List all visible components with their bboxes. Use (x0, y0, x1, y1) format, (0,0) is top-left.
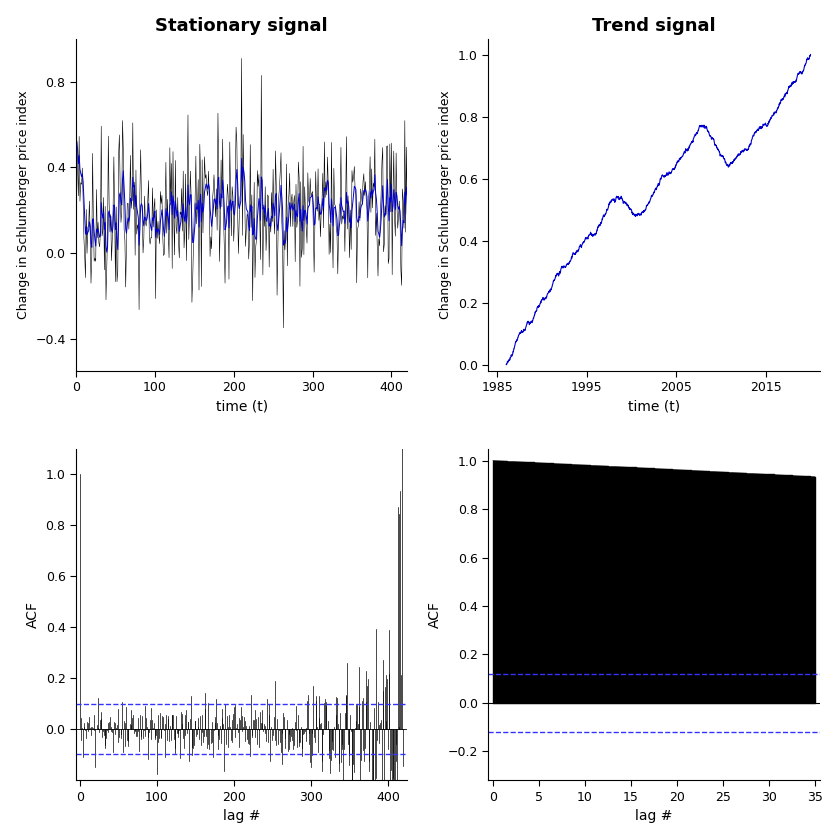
X-axis label: lag #: lag # (223, 809, 260, 823)
Y-axis label: ACF: ACF (428, 601, 442, 628)
Title: Stationary signal: Stationary signal (155, 17, 328, 34)
Y-axis label: Change in Schlumberger price index: Change in Schlumberger price index (17, 91, 29, 319)
Y-axis label: Change in Schlumberger price index: Change in Schlumberger price index (439, 91, 453, 319)
Y-axis label: ACF: ACF (26, 601, 40, 628)
Title: Trend signal: Trend signal (592, 17, 716, 34)
X-axis label: lag #: lag # (635, 809, 673, 823)
X-axis label: time (t): time (t) (216, 400, 268, 414)
X-axis label: time (t): time (t) (627, 400, 680, 414)
